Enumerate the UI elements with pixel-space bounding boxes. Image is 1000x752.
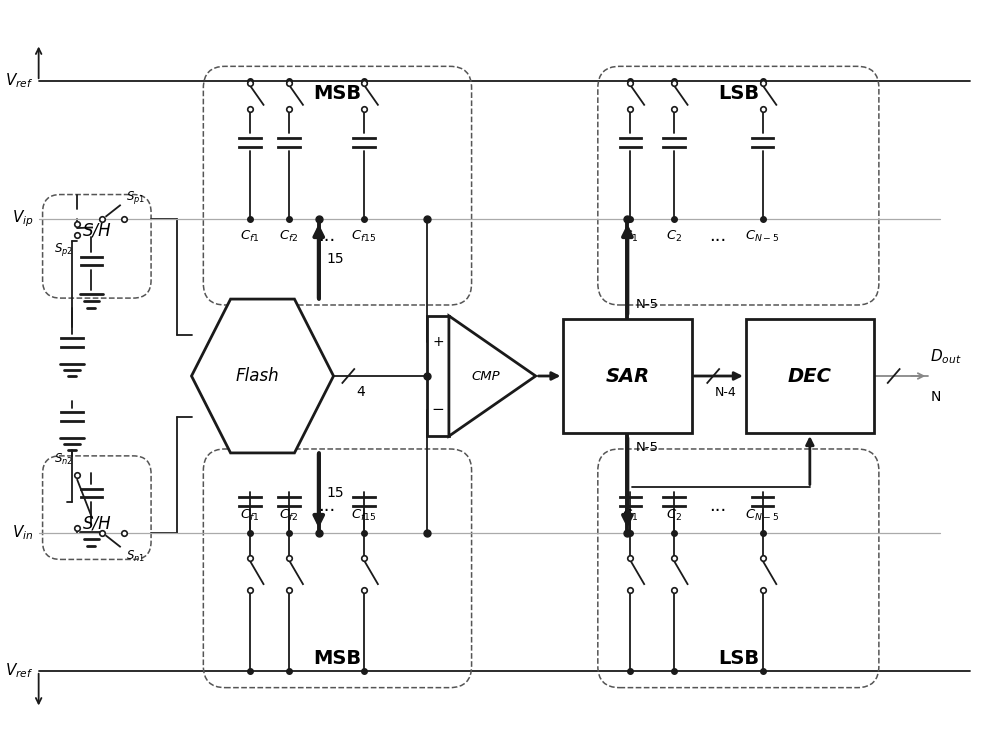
Text: $V_{ref}$: $V_{ref}$ (5, 71, 34, 90)
Text: $C_{f2}$: $C_{f2}$ (279, 229, 299, 244)
Text: $S_{p1}$: $S_{p1}$ (126, 190, 145, 206)
Text: $C_{f1}$: $C_{f1}$ (240, 229, 259, 244)
Text: 15: 15 (327, 486, 344, 500)
Text: ···: ··· (318, 502, 335, 520)
Text: 4: 4 (356, 385, 365, 399)
Text: $C_2$: $C_2$ (666, 508, 682, 523)
Text: $C_{f1}$: $C_{f1}$ (240, 508, 259, 523)
Text: LSB: LSB (718, 84, 759, 103)
Text: CMP: CMP (471, 369, 500, 383)
Polygon shape (449, 316, 536, 436)
Text: N-5: N-5 (635, 298, 658, 311)
Text: $C_2$: $C_2$ (666, 229, 682, 244)
Text: $V_{ip}$: $V_{ip}$ (12, 209, 34, 229)
Text: $C_{f15}$: $C_{f15}$ (351, 229, 377, 244)
Text: MSB: MSB (313, 84, 362, 103)
Text: $S_{n1}$: $S_{n1}$ (126, 548, 145, 564)
Bar (746, 319, 874, 433)
Text: ···: ··· (318, 232, 335, 250)
Polygon shape (192, 299, 334, 453)
Text: $S_{n2}$: $S_{n2}$ (54, 452, 73, 467)
Text: $C_{N-5}$: $C_{N-5}$ (745, 229, 780, 244)
Text: ···: ··· (710, 502, 727, 520)
Text: SAR: SAR (605, 366, 649, 386)
Text: +: + (432, 335, 444, 350)
Text: $C_1$: $C_1$ (622, 229, 638, 244)
Text: ···: ··· (710, 232, 727, 250)
Text: $C_{f15}$: $C_{f15}$ (351, 508, 377, 523)
Text: S/H: S/H (83, 514, 111, 532)
Text: −: − (432, 402, 444, 417)
Text: $C_{N-5}$: $C_{N-5}$ (745, 508, 780, 523)
Text: $D_{out}$: $D_{out}$ (930, 347, 962, 366)
Text: MSB: MSB (313, 649, 362, 668)
Text: $C_{f2}$: $C_{f2}$ (279, 508, 299, 523)
Text: DEC: DEC (788, 366, 832, 386)
Text: N-5: N-5 (635, 441, 658, 454)
Text: $C_1$: $C_1$ (622, 508, 638, 523)
Text: N: N (930, 390, 941, 404)
Text: LSB: LSB (718, 649, 759, 668)
Text: S/H: S/H (83, 222, 111, 240)
Text: $V_{ref}$: $V_{ref}$ (5, 662, 34, 681)
Bar (563, 319, 692, 433)
Bar (427, 316, 449, 436)
Text: $V_{in}$: $V_{in}$ (12, 523, 34, 542)
Text: Flash: Flash (236, 367, 279, 385)
Text: $S_{p2}$: $S_{p2}$ (54, 241, 73, 258)
Text: N-4: N-4 (715, 386, 737, 399)
Text: 15: 15 (327, 252, 344, 266)
